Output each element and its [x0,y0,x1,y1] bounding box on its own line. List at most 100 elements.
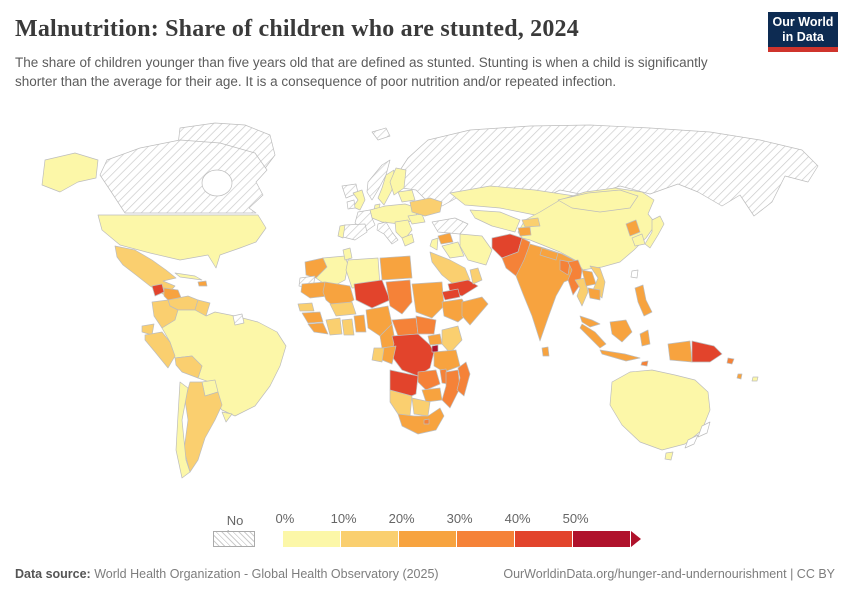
country-ivory-coast[interactable] [325,317,343,336]
country-uganda[interactable] [427,333,443,346]
country-peru[interactable] [144,331,176,369]
country-uruguay[interactable] [221,411,233,423]
country-mexico[interactable] [114,245,177,297]
country-uk[interactable] [352,189,366,211]
country-drc[interactable] [389,333,435,377]
country-sumatra[interactable] [579,323,607,349]
country-south-sudan[interactable] [415,315,437,335]
country-nepal[interactable] [539,247,559,261]
country-south-africa[interactable] [397,407,445,435]
country-vanuatu[interactable] [736,373,743,380]
country-niger[interactable] [353,279,391,309]
country-kyrgyzstan[interactable] [521,217,541,228]
legend-bin-5[interactable] [573,531,631,547]
country-mozambique[interactable] [441,369,461,409]
country-bolivia[interactable] [174,355,203,379]
country-greece[interactable] [401,233,415,247]
country-srilanka[interactable] [541,346,550,357]
country-newzealand[interactable] [697,421,711,438]
country-malaysia[interactable] [579,315,601,328]
country-tanzania[interactable] [433,349,461,373]
country-nkorea[interactable] [625,219,641,237]
footer-link[interactable]: OurWorldinData.org/hunger-and-undernouri… [503,567,835,581]
country-madagascar[interactable] [456,361,471,397]
country-jordan[interactable] [429,237,439,251]
country-borneo[interactable] [609,319,633,343]
country-svalbard[interactable] [371,127,391,141]
country-newcaledonia[interactable] [684,434,699,449]
country-usa[interactable] [97,214,267,269]
country-japan[interactable] [644,215,665,249]
country-guatemala[interactable] [151,283,165,297]
country-papua-new-guinea[interactable] [691,340,723,363]
country-tasmania[interactable] [664,451,674,461]
country-fiji[interactable] [751,376,759,382]
world-map[interactable] [30,120,825,508]
legend-bin-3[interactable] [457,531,515,547]
country-mongolia[interactable] [557,189,639,213]
country-gabon[interactable] [371,347,385,363]
country-solomon-islands[interactable] [726,357,735,365]
country-ghana[interactable] [341,318,355,336]
country-guinea[interactable] [301,311,324,324]
country-australia[interactable] [609,369,711,451]
country-burkina-faso[interactable] [329,301,357,317]
legend-bin-4[interactable] [515,531,573,547]
country-iran[interactable] [459,233,493,266]
country-egypt[interactable] [379,255,413,281]
country-canada[interactable] [99,139,268,214]
country-philippines[interactable] [634,284,653,317]
country-italy[interactable] [376,221,399,245]
country-turkey[interactable] [431,217,469,235]
country-sulawesi[interactable] [639,329,651,347]
country-central-asia[interactable] [469,209,521,233]
country-ireland[interactable] [346,199,356,210]
country-tajikistan[interactable] [517,226,532,237]
country-cuba[interactable] [174,272,203,281]
country-chile[interactable] [175,381,191,479]
legend-bin-2[interactable] [399,531,457,547]
country-tunisia[interactable] [342,247,353,261]
country-kenya[interactable] [441,325,463,354]
owid-logo[interactable]: Our World in Data [768,12,838,52]
legend-bin-1[interactable] [341,531,399,547]
country-java[interactable] [599,349,641,362]
country-lesotho[interactable] [423,418,430,425]
country-zimbabwe[interactable] [421,387,443,403]
country-haiti[interactable] [197,280,208,287]
country-frenchguiana[interactable] [232,313,245,326]
country-oman[interactable] [469,267,483,285]
country-portugal[interactable] [337,224,346,239]
world-map-svg[interactable] [30,120,825,508]
country-central-african-republic[interactable] [391,317,419,337]
legend-no-data-swatch[interactable] [213,531,255,547]
country-syria[interactable] [437,232,454,245]
country-baltics[interactable] [397,189,416,203]
country-togo-benin[interactable] [353,314,367,333]
country-west-papua[interactable] [667,340,693,363]
country-iraq[interactable] [441,241,465,259]
country-timor[interactable] [640,360,649,367]
country-mauritania[interactable] [300,281,329,299]
legend-bin-0[interactable] [283,531,341,547]
country-romania[interactable] [407,213,426,225]
country-ukraine[interactable] [409,197,443,217]
country-sudan[interactable] [411,281,445,319]
country-bangladesh[interactable] [559,259,571,276]
country-sweden[interactable] [377,169,395,206]
country-senegal[interactable] [297,302,315,312]
country-finland[interactable] [389,167,407,196]
country-alaska[interactable] [41,152,99,193]
country-burundi[interactable] [431,344,439,353]
country-taiwan[interactable] [630,269,639,279]
country-norway[interactable] [366,159,391,201]
country-sierra-leone-liberia[interactable] [307,322,329,335]
country-somalia[interactable] [461,296,489,326]
country-cambodia[interactable] [587,287,601,301]
country-balkans[interactable] [394,219,413,241]
country-chad[interactable] [385,279,413,315]
country-ecuador[interactable] [141,323,155,336]
country-zambia[interactable] [417,369,441,391]
country-eritrea[interactable] [441,288,461,301]
country-argentina[interactable] [183,381,223,473]
